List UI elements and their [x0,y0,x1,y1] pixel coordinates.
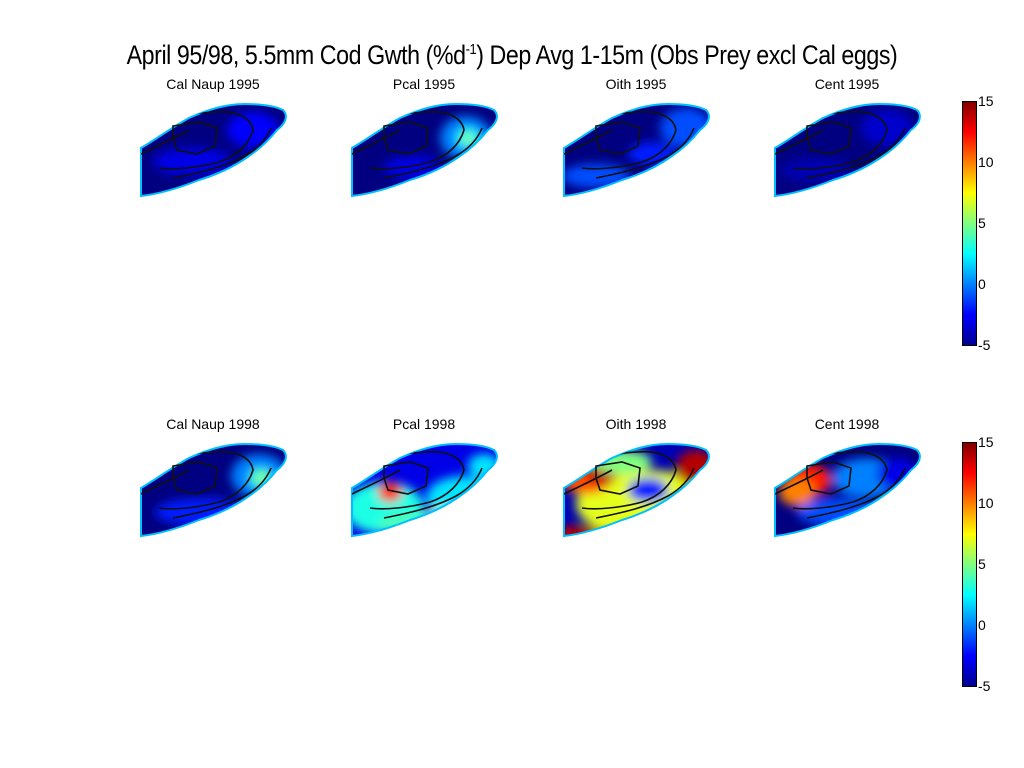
contour-line [141,127,272,179]
figure-title-main: April 95/98, 5.5mm Cod Gwth (%d [126,40,466,70]
colorbar-tick: 15 [978,93,994,109]
field-hotspot [257,474,265,482]
colorbar-tick: 5 [978,556,986,572]
contour-line [172,121,218,155]
colorbar-tick: 10 [978,154,994,170]
panel-title: Oith 1998 [605,416,667,432]
panel-title: Cal Naup 1995 [166,76,260,92]
field-hotspot [628,142,676,166]
map-field [775,104,920,196]
colorbar-tick: -5 [978,337,991,353]
colorbar-tick: -5 [978,678,991,694]
contour-line [172,461,218,495]
contour-line [775,467,906,519]
map-heatmap [563,102,710,198]
field-hotspot [779,478,815,506]
field-hotspot [378,482,402,502]
contour-line [352,467,483,519]
contour-line [806,461,852,495]
field-hotspot [781,158,853,182]
map-field [141,104,286,196]
panel-oith-1995: Oith 1995 [556,76,716,226]
map-field [564,444,709,536]
coastline [351,442,498,538]
map-heatmap [351,442,498,538]
map-field [352,444,497,536]
map-field [352,104,497,196]
colorbar-tick: 5 [978,215,986,231]
colorbar-tick: 0 [978,276,986,292]
colorbar-1998: 15 10 5 0 -5 [962,434,1022,694]
figure-title: April 95/98, 5.5mm Cod Gwth (%d-1) Dep A… [72,40,953,71]
panel-pcal-1998: Pcal 1998 [344,416,504,566]
panel-oith-1998: Oith 1998 [556,416,716,566]
contour-line [141,467,272,519]
panel-title: Oith 1995 [605,76,667,92]
contour-line [564,127,695,179]
field-hotspot [676,450,709,486]
colorbar-tick: 15 [978,434,994,450]
contour-line [806,121,852,155]
contour-line [595,461,641,495]
field-hotspot [564,164,630,188]
figure-title-superscript: -1 [465,41,477,58]
map-field [775,444,920,536]
map-field [564,104,709,196]
map-heatmap [140,102,287,198]
panel-title: Cent 1998 [814,416,880,432]
panel-cal-naup-1998: Cal Naup 1998 [133,416,293,566]
contour-line [383,121,429,155]
panel-title: Cent 1995 [814,76,880,92]
field-hotspot [464,135,472,143]
coastline [351,102,498,198]
map-heatmap [563,442,710,538]
panel-cent-1995: Cent 1995 [767,76,927,226]
panel-cal-naup-1995: Cal Naup 1995 [133,76,293,226]
contour-line [564,467,695,519]
contour-line [775,127,906,179]
panel-pcal-1995: Pcal 1995 [344,76,504,226]
map-heatmap [774,102,921,198]
field-hotspot [426,476,497,520]
coastline [563,442,710,538]
panel-title: Pcal 1995 [392,76,456,92]
panel-title: Cal Naup 1998 [166,416,260,432]
coastline [774,442,921,538]
colorbar-1995: 15 10 5 0 -5 [962,93,1022,353]
colorbar-gradient [962,101,977,346]
colorbar-tick: 0 [978,617,986,633]
coastline [774,102,921,198]
contour-line [352,127,483,179]
coastline [140,442,287,538]
coastline [563,102,710,198]
map-heatmap [140,442,287,538]
panel-cent-1998: Cent 1998 [767,416,927,566]
panel-title: Pcal 1998 [392,416,456,432]
map-heatmap [774,442,921,538]
contour-line [595,121,641,155]
coastline [140,102,287,198]
figure-title-rest: ) Dep Avg 1-15m (Obs Prey excl Cal eggs) [476,40,898,70]
colorbar-gradient [962,442,977,687]
map-field [141,444,286,536]
map-heatmap [351,102,498,198]
colorbar-tick: 10 [978,495,994,511]
contour-line [383,461,429,495]
